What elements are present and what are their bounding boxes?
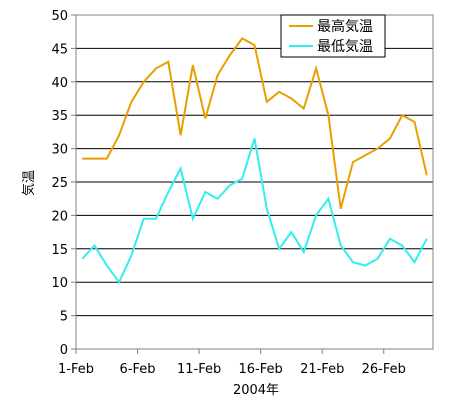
y-tick-label: 25 bbox=[51, 176, 68, 191]
legend-label-high: 最高気温 bbox=[317, 18, 373, 35]
x-tick-label: 6-Feb bbox=[120, 362, 156, 377]
y-tick-label: 20 bbox=[51, 209, 68, 224]
x-tick-label: 11-Feb bbox=[177, 362, 221, 377]
x-axis-title: 2004年 bbox=[233, 383, 279, 398]
legend: 最高気温 最低気温 bbox=[280, 14, 386, 58]
x-tick-label: 16-Feb bbox=[239, 362, 283, 377]
y-tick-label: 40 bbox=[51, 76, 68, 91]
legend-box bbox=[280, 14, 386, 58]
series-line-low bbox=[81, 138, 428, 285]
series-lines bbox=[81, 37, 428, 285]
y-tick-label: 45 bbox=[51, 42, 68, 57]
x-tick-label: 21-Feb bbox=[300, 362, 344, 377]
y-axis-ticks: 0 5 10 15 20 25 30 35 40 45 50 bbox=[51, 9, 76, 358]
y-tick-label: 0 bbox=[60, 343, 68, 358]
y-tick-label: 10 bbox=[51, 276, 68, 291]
y-tick-label: 30 bbox=[51, 143, 68, 158]
x-tick-label: 26-Feb bbox=[362, 362, 406, 377]
y-tick-label: 50 bbox=[51, 9, 68, 24]
series-line-high bbox=[82, 37, 428, 209]
legend-label-low: 最低気温 bbox=[317, 39, 373, 55]
x-axis-ticks: 1-Feb 6-Feb 11-Feb 16-Feb 21-Feb 26-Feb bbox=[58, 349, 406, 377]
x-tick-label: 1-Feb bbox=[58, 362, 94, 377]
y-axis-title: 気温 bbox=[21, 170, 37, 196]
y-tick-label: 15 bbox=[51, 243, 68, 258]
gridlines bbox=[76, 47, 433, 317]
y-tick-label: 35 bbox=[51, 109, 68, 124]
y-tick-label: 5 bbox=[60, 310, 68, 325]
